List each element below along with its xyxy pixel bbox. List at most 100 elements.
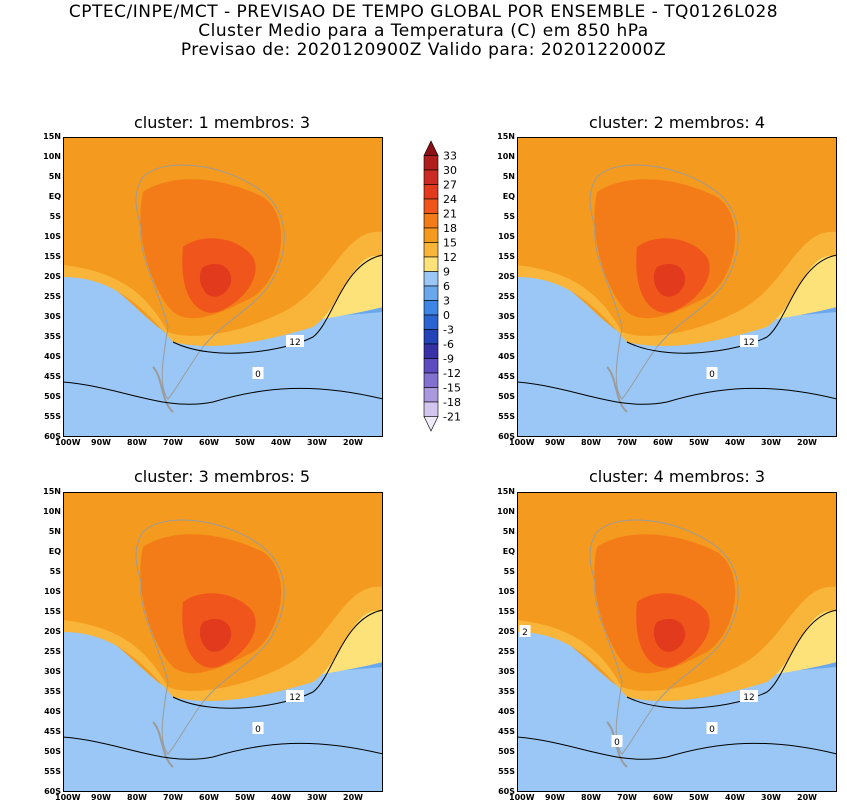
colorbar-swatch: [423, 271, 439, 287]
longitude-tick-label: 60W: [653, 438, 673, 447]
longitude-tick-label: 50W: [235, 793, 255, 802]
contour-label: 12: [743, 338, 754, 348]
colorbar-tick-label: -3: [443, 324, 454, 337]
contour-label-box: [706, 722, 718, 734]
colorbar-tick-label: 9: [443, 266, 450, 279]
temperature-band: [517, 267, 837, 437]
colorbar-swatch: [423, 416, 439, 432]
contour-label-box: [286, 335, 304, 347]
panel-4-map: 12 0 0 2: [516, 492, 838, 792]
latitude-tick-label: 5S: [503, 212, 515, 221]
latitude-tick-label: 55S: [44, 767, 61, 776]
colorbar-swatch: [423, 372, 439, 388]
panel-2-svg: 12 0: [516, 137, 838, 437]
longitude-tick-label: 80W: [127, 793, 147, 802]
latitude-tick-label: 35S: [498, 332, 515, 341]
contour-label-box: [706, 367, 718, 379]
contour-label-box: [519, 625, 531, 637]
colorbar-swatch: [423, 387, 439, 403]
longitude-tick-label: 80W: [581, 793, 601, 802]
latitude-tick-label: 5S: [49, 212, 61, 221]
longitude-tick-label: 20W: [343, 793, 363, 802]
colorbar-tick-label: 6: [443, 280, 450, 293]
contour-label-box: [286, 690, 304, 702]
colorbar-tick-label: -9: [443, 353, 454, 366]
contour-label-box: [740, 690, 758, 702]
latitude-tick-label: 30S: [498, 667, 515, 676]
contour-label: 0: [255, 725, 261, 735]
latitude-tick-label: 20S: [44, 627, 61, 636]
longitude-tick-label: 20W: [797, 438, 817, 447]
latitude-tick-label: 15N: [43, 487, 61, 496]
longitude-tick-label: 60W: [199, 438, 219, 447]
latitude-tick-label: 15N: [497, 487, 515, 496]
latitude-tick-label: 10S: [498, 587, 515, 596]
panel-4-svg: 12 0 0 2: [516, 492, 838, 792]
latitude-tick-label: 15S: [498, 252, 515, 261]
latitude-tick-label: 40S: [44, 707, 61, 716]
latitude-tick-label: 55S: [498, 412, 515, 421]
contour-line-0: [516, 736, 838, 760]
longitude-tick-label: 80W: [127, 438, 147, 447]
latitude-tick-label: 35S: [44, 687, 61, 696]
latitude-tick-label: 25S: [498, 647, 515, 656]
colorbar-swatch: [423, 300, 439, 316]
colorbar-swatch: [423, 314, 439, 330]
latitude-tick-label: 15N: [497, 132, 515, 141]
colorbar-swatch: [423, 285, 439, 301]
temperature-band: [517, 622, 837, 792]
longitude-tick-label: 90W: [91, 793, 111, 802]
colorbar-swatch: [423, 155, 439, 171]
colorbar-swatch: [423, 358, 439, 374]
latitude-tick-label: 10S: [44, 232, 61, 241]
colorbar-swatch: [423, 329, 439, 345]
panel-1-svg: 12 0: [62, 137, 384, 437]
colorbar-tick-label: -18: [443, 396, 461, 409]
latitude-tick-label: EQ: [502, 547, 515, 556]
longitude-tick-label: 40W: [725, 438, 745, 447]
colorbar-tick-label: -12: [443, 367, 461, 380]
figure-subtitle: Cluster Medio para a Temperatura (C) em …: [198, 21, 649, 41]
south-america-outline: [135, 519, 285, 755]
latitude-tick-label: 5N: [502, 527, 515, 536]
colorbar-tick-label: 24: [443, 193, 457, 206]
colorbar-swatch: [423, 169, 439, 185]
panel-1-title: cluster: 1 membros: 3: [133, 113, 311, 132]
contour-label-box: [611, 735, 623, 747]
latitude-tick-label: 15S: [44, 607, 61, 616]
longitude-tick-label: 40W: [271, 793, 291, 802]
latitude-tick-label: 5N: [502, 172, 515, 181]
latitude-tick-label: 45S: [44, 372, 61, 381]
colorbar-tick-label: 3: [443, 295, 450, 308]
longitude-tick-label: 80W: [581, 438, 601, 447]
colorbar-tick-label: 30: [443, 164, 457, 177]
colorbar-swatch: [423, 256, 439, 272]
latitude-tick-label: 15N: [43, 132, 61, 141]
latitude-tick-label: 30S: [44, 667, 61, 676]
latitude-tick-label: 15S: [44, 252, 61, 261]
contour-line-0: [62, 736, 384, 760]
longitude-tick-label: 100W: [509, 793, 535, 802]
panel-2-map: 12 0: [516, 137, 838, 437]
contour-line-12: [172, 609, 384, 709]
longitude-tick-label: 30W: [761, 438, 781, 447]
colorbar-tick-label: -15: [443, 382, 461, 395]
colorbar-swatch: [423, 227, 439, 243]
patagonia-outline: [152, 366, 174, 413]
map-frame: [63, 137, 383, 437]
contour-label: 0: [614, 738, 620, 748]
latitude-tick-label: EQ: [48, 547, 61, 556]
map-frame: [63, 492, 383, 792]
latitude-tick-label: 50S: [498, 747, 515, 756]
colorbar-swatch: [423, 184, 439, 200]
south-america-outline: [589, 519, 739, 755]
longitude-tick-label: 40W: [725, 793, 745, 802]
longitude-tick-label: 30W: [307, 793, 327, 802]
latitude-tick-label: 40S: [44, 352, 61, 361]
longitude-tick-label: 100W: [55, 438, 81, 447]
latitude-tick-label: 5N: [48, 527, 61, 536]
contour-label: 0: [255, 370, 261, 380]
latitude-tick-label: 30S: [498, 312, 515, 321]
longitude-tick-label: 30W: [307, 438, 327, 447]
